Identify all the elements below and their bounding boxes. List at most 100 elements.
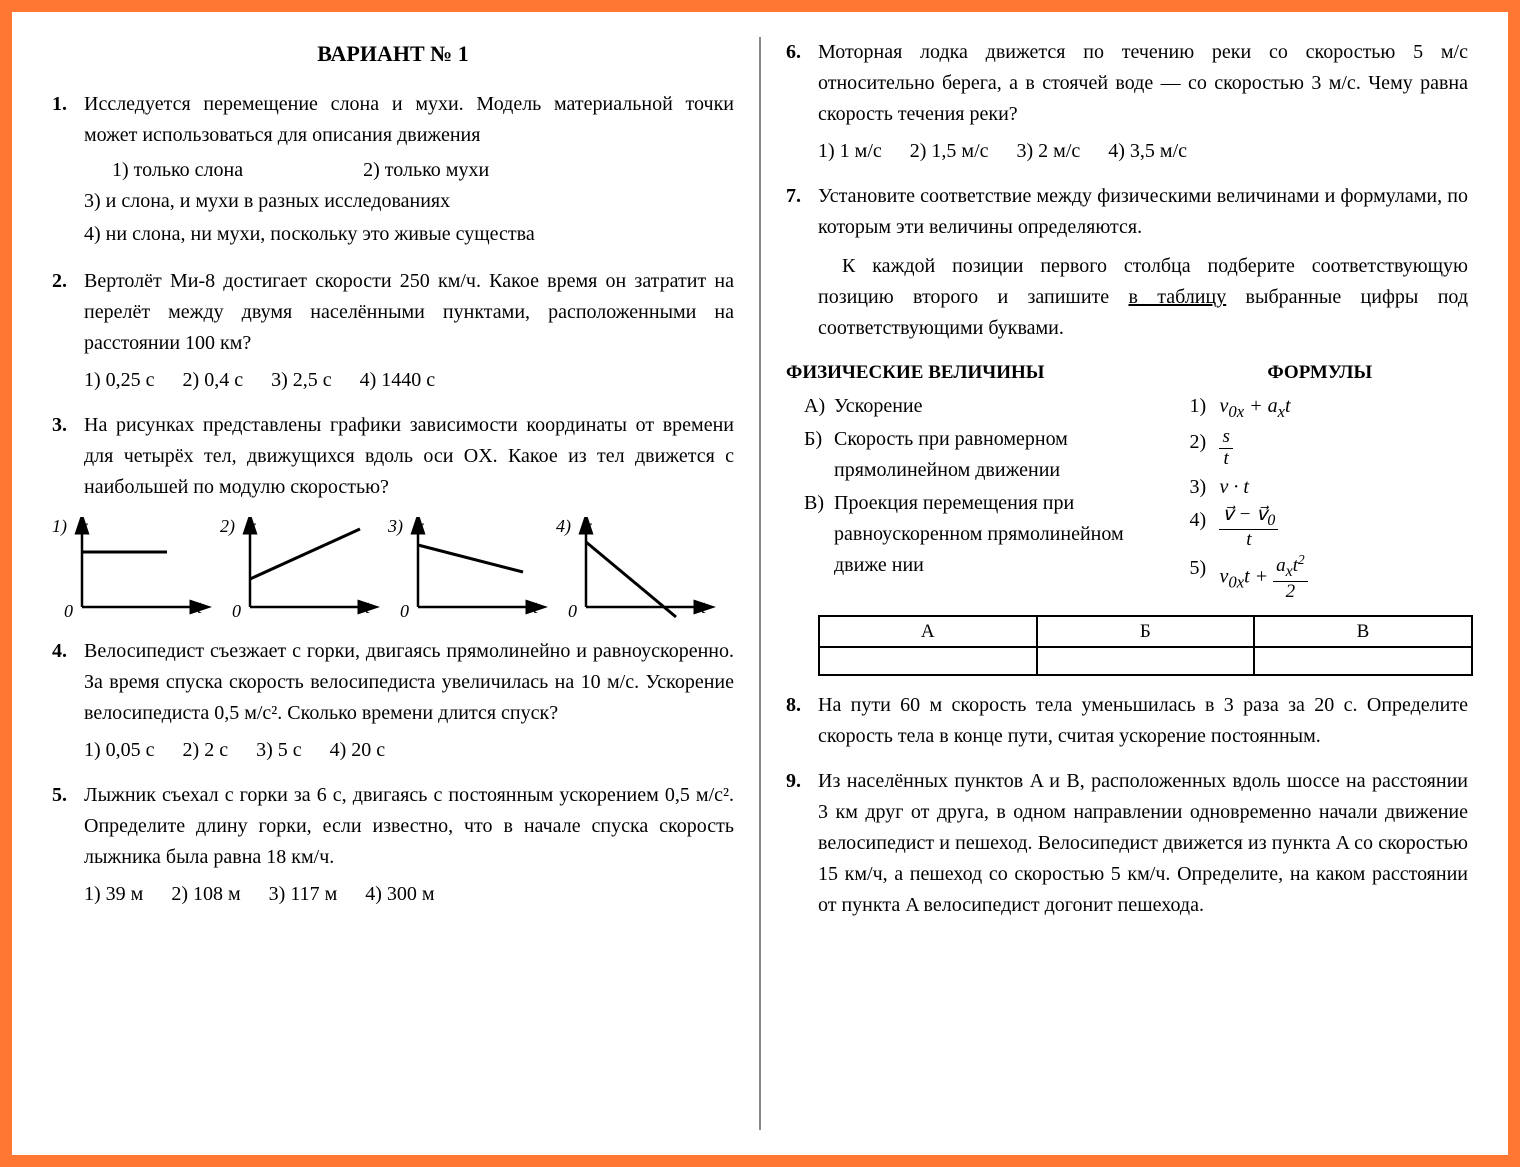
q1-opt4: 4) ни слона, ни мухи, поскольку это живы…	[84, 219, 734, 250]
q6-options: 1) 1 м/с 2) 1,5 м/с 3) 2 м/с 4) 3,5 м/с	[818, 136, 1468, 167]
chart-1: 1) x 0 t	[52, 517, 212, 622]
q7-lhead: ФИЗИЧЕСКИЕ ВЕЛИЧИНЫ	[786, 358, 1171, 387]
q9-text: Из населённых пунктов A и B, расположенн…	[818, 766, 1468, 921]
q6-number: 6.	[786, 37, 818, 167]
q3-charts: 1) x 0 t 2) x 0 t	[52, 517, 734, 622]
q3-body: На рисунках представлены графики зависим…	[84, 410, 734, 503]
q7-a-text: Ускорение	[834, 391, 923, 422]
q7-v-text: Проекция перемещения при равноускоренном…	[834, 488, 1171, 581]
question-9: 9. Из населённых пунктов A и B, располож…	[786, 766, 1468, 921]
q4-body: Велосипедист съезжает с горки, двигаясь …	[84, 636, 734, 766]
q1-opt3: 3) и слона, и мухи в разных исследования…	[84, 186, 734, 217]
q7-text1: Установите соответствие между физическим…	[818, 185, 1468, 238]
q1-text: Исследуется перемещение слона и мухи. Мо…	[84, 93, 734, 146]
q5-opt3: 3) 117 м	[269, 879, 338, 910]
c1-x: x	[80, 513, 88, 541]
q1-opt1: 1) только слона	[112, 155, 243, 186]
table-answer-row[interactable]	[819, 647, 1472, 675]
q6-opt1: 1) 1 м/с	[818, 136, 882, 167]
question-7: 7. Установите соответствие между физичес…	[786, 181, 1468, 344]
left-column: ВАРИАНТ № 1 1. Исследуется перемещение с…	[32, 37, 754, 1130]
q7-v-letter: В)	[804, 488, 834, 581]
chart-1-svg	[52, 517, 212, 622]
c4-x: x	[584, 513, 592, 541]
chart-3-svg	[388, 517, 548, 622]
question-6: 6. Моторная лодка движется по течению ре…	[786, 37, 1468, 167]
q7-a-letter: А)	[804, 391, 834, 422]
q6-opt3: 3) 2 м/с	[1017, 136, 1081, 167]
c4-zero: 0	[568, 598, 577, 626]
q7-right-col: ФОРМУЛЫ 1)v0x + axt 2)st 3)v · t 4)v⃗ − …	[1171, 358, 1468, 605]
q7-number: 7.	[786, 181, 818, 344]
q3-number: 3.	[52, 410, 84, 503]
q2-number: 2.	[52, 266, 84, 396]
c2-x: x	[248, 513, 256, 541]
q5-text: Лыжник съехал с горки за 6 с, двигаясь с…	[84, 784, 734, 868]
q4-opt2: 2) 2 с	[183, 735, 229, 766]
q4-opt4: 4) 20 с	[330, 735, 386, 766]
chart-2-svg	[220, 517, 380, 622]
q2-opt2: 2) 0,4 с	[183, 365, 244, 396]
q4-text: Велосипедист съезжает с горки, двигаясь …	[84, 640, 734, 724]
q7-answer-table: А Б В	[818, 615, 1473, 676]
q8-text: На пути 60 м скорость тела уменьшилась в…	[818, 690, 1468, 752]
th-a: А	[819, 616, 1037, 647]
question-5: 5. Лыжник съехал с горки за 6 с, двигаяс…	[52, 780, 734, 910]
c3-label: 3)	[388, 513, 403, 541]
q1-body: Исследуется перемещение слона и мухи. Мо…	[84, 89, 734, 252]
q7-left-col: ФИЗИЧЕСКИЕ ВЕЛИЧИНЫ А) Ускорение Б) Скор…	[786, 358, 1171, 605]
variant-title: ВАРИАНТ № 1	[52, 37, 734, 71]
q3-text: На рисунках представлены графики зависим…	[84, 414, 734, 498]
q6-opt4: 4) 3,5 м/с	[1108, 136, 1187, 167]
question-8: 8. На пути 60 м скорость тела уменьшилас…	[786, 690, 1468, 752]
chart-3: 3) x 0 t	[388, 517, 548, 622]
ans-b[interactable]	[1037, 647, 1255, 675]
ans-v[interactable]	[1254, 647, 1472, 675]
c4-label: 4)	[556, 513, 571, 541]
q1-number: 1.	[52, 89, 84, 252]
q7-item-a: А) Ускорение	[786, 391, 1171, 422]
q7-formula-3: 3)v · t	[1171, 472, 1468, 503]
q7-formula-5: 5)v0xt + axt22	[1171, 553, 1468, 602]
q7-item-b: Б) Скорость при равномерном прямолинейно…	[786, 424, 1171, 486]
q5-options: 1) 39 м 2) 108 м 3) 117 м 4) 300 м	[84, 879, 734, 910]
q7-text2u: в таблицу	[1129, 286, 1227, 308]
q2-body: Вертолёт Ми-8 достигает скорости 250 км/…	[84, 266, 734, 396]
q9-number: 9.	[786, 766, 818, 921]
q4-opt1: 1) 0,05 с	[84, 735, 155, 766]
th-b: Б	[1037, 616, 1255, 647]
q7-formula-2: 2)st	[1171, 427, 1468, 470]
q5-opt2: 2) 108 м	[171, 879, 240, 910]
ans-a[interactable]	[819, 647, 1037, 675]
chart-2: 2) x 0 t	[220, 517, 380, 622]
c1-t: t	[197, 594, 202, 622]
worksheet-page: ВАРИАНТ № 1 1. Исследуется перемещение с…	[12, 12, 1508, 1155]
q7-body: Установите соответствие между физическим…	[818, 181, 1468, 344]
question-2: 2. Вертолёт Ми-8 достигает скорости 250 …	[52, 266, 734, 396]
chart-4: 4) x 0 t	[556, 517, 716, 622]
q1-opt2: 2) только мухи	[363, 155, 489, 186]
q1-options: 1) только слона 2) только мухи 3) и слон…	[84, 155, 734, 250]
q7-b-text: Скорость при равномерном прямолинейном д…	[834, 424, 1171, 486]
q2-opt4: 4) 1440 с	[360, 365, 436, 396]
chart-4-svg	[556, 517, 716, 622]
right-column: 6. Моторная лодка движется по течению ре…	[766, 37, 1488, 1130]
c1-zero: 0	[64, 598, 73, 626]
q2-opt1: 1) 0,25 с	[84, 365, 155, 396]
question-1: 1. Исследуется перемещение слона и мухи.…	[52, 89, 734, 252]
c3-zero: 0	[400, 598, 409, 626]
c1-label: 1)	[52, 513, 67, 541]
q7-item-v: В) Проекция перемещения при равноускорен…	[786, 488, 1171, 581]
q5-opt4: 4) 300 м	[365, 879, 434, 910]
c3-x: x	[416, 513, 424, 541]
column-divider	[759, 37, 761, 1130]
q6-opt2: 2) 1,5 м/с	[910, 136, 989, 167]
table-header-row: А Б В	[819, 616, 1472, 647]
q4-number: 4.	[52, 636, 84, 766]
c2-t: t	[365, 594, 370, 622]
c4-t: t	[701, 594, 706, 622]
c2-label: 2)	[220, 513, 235, 541]
q7-formula-1: 1)v0x + axt	[1171, 391, 1468, 425]
q2-opt3: 3) 2,5 с	[271, 365, 332, 396]
q5-body: Лыжник съехал с горки за 6 с, двигаясь с…	[84, 780, 734, 910]
